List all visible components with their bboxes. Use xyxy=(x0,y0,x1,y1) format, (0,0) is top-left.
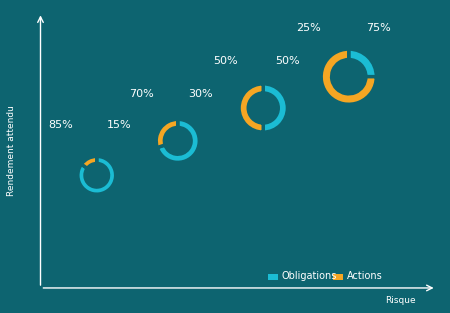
Text: 85%: 85% xyxy=(49,120,73,130)
Text: Rendement attendu: Rendement attendu xyxy=(7,105,16,196)
Text: 50%: 50% xyxy=(213,56,237,66)
Text: 25%: 25% xyxy=(296,23,320,33)
Wedge shape xyxy=(349,49,376,77)
Wedge shape xyxy=(263,84,288,132)
Wedge shape xyxy=(321,49,376,104)
Text: 50%: 50% xyxy=(276,56,300,66)
Text: Obligations: Obligations xyxy=(281,271,337,281)
Text: Risque: Risque xyxy=(385,296,416,305)
Text: 75%: 75% xyxy=(365,23,391,33)
Wedge shape xyxy=(156,119,178,147)
Wedge shape xyxy=(239,84,263,132)
Text: Actions: Actions xyxy=(346,271,382,281)
Wedge shape xyxy=(157,119,199,162)
Text: 15%: 15% xyxy=(107,120,131,130)
FancyBboxPatch shape xyxy=(268,274,278,280)
Text: 30%: 30% xyxy=(188,89,212,99)
FancyBboxPatch shape xyxy=(333,274,343,280)
Wedge shape xyxy=(78,156,116,194)
Wedge shape xyxy=(81,156,97,168)
Text: 70%: 70% xyxy=(130,89,154,99)
